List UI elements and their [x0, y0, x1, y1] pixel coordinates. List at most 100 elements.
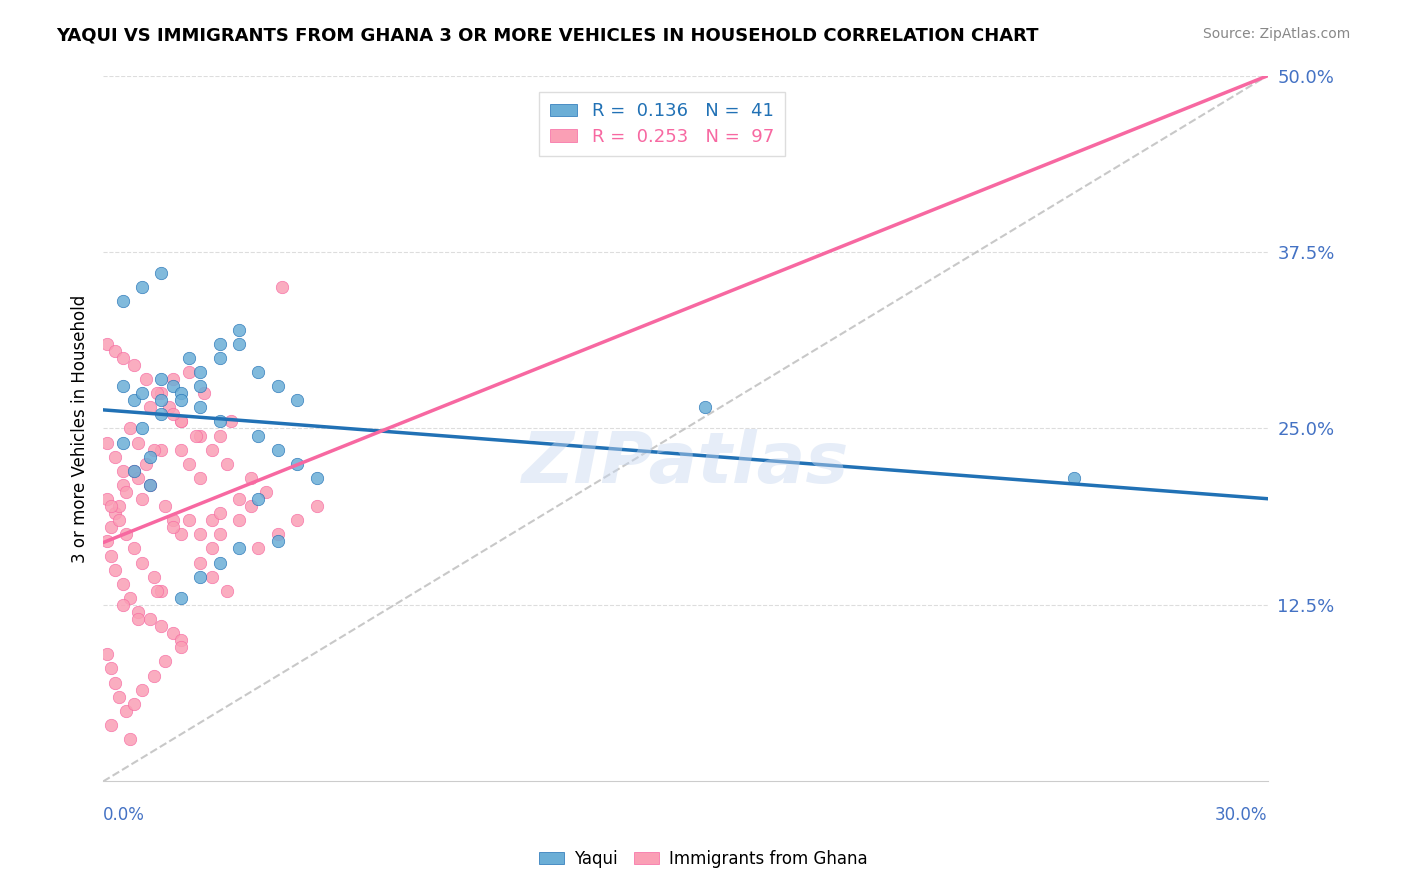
Point [170, 386, 193, 401]
Point [127, 435, 149, 450]
Point [115, 704, 138, 718]
Point [111, 598, 134, 612]
Point [104, 450, 127, 464]
Point [177, 457, 200, 471]
Text: 30.0%: 30.0% [1215, 806, 1268, 824]
Point [217, 457, 239, 471]
Point [162, 372, 184, 386]
Point [188, 556, 211, 570]
Point [285, 393, 308, 408]
Point [162, 379, 184, 393]
Point [122, 464, 145, 478]
Point [177, 351, 200, 365]
Point [107, 513, 129, 527]
Point [96, 435, 118, 450]
Point [247, 491, 270, 506]
Point [267, 442, 290, 457]
Point [267, 527, 290, 541]
Point [138, 612, 160, 626]
Point [239, 471, 262, 485]
Point [107, 690, 129, 704]
Point [100, 718, 122, 732]
Point [120, 421, 142, 435]
Point [142, 668, 165, 682]
Y-axis label: 3 or more Vehicles in Household: 3 or more Vehicles in Household [72, 294, 89, 563]
Point [120, 732, 142, 747]
Point [228, 541, 250, 556]
Point [96, 336, 118, 351]
Point [146, 583, 169, 598]
Point [247, 541, 270, 556]
Point [228, 323, 250, 337]
Point [170, 633, 193, 648]
Point [208, 351, 231, 365]
Point [150, 408, 173, 422]
Point [104, 675, 127, 690]
Point [131, 421, 153, 435]
Text: YAQUI VS IMMIGRANTS FROM GHANA 3 OR MORE VEHICLES IN HOUSEHOLD CORRELATION CHART: YAQUI VS IMMIGRANTS FROM GHANA 3 OR MORE… [56, 27, 1039, 45]
Point [188, 471, 211, 485]
Point [150, 583, 173, 598]
Point [188, 570, 211, 584]
Point [135, 457, 157, 471]
Point [122, 541, 145, 556]
Point [135, 372, 157, 386]
Point [127, 605, 149, 619]
Point [131, 386, 153, 401]
Point [111, 379, 134, 393]
Point [201, 570, 224, 584]
Point [267, 534, 290, 549]
Point [100, 520, 122, 534]
Point [115, 527, 138, 541]
Point [142, 570, 165, 584]
Point [131, 556, 153, 570]
Point [111, 576, 134, 591]
Point [188, 365, 211, 379]
Point [177, 365, 200, 379]
Point [96, 491, 118, 506]
Text: Source: ZipAtlas.com: Source: ZipAtlas.com [1202, 27, 1350, 41]
Point [188, 428, 211, 442]
Point [127, 471, 149, 485]
Point [104, 343, 127, 358]
Point [170, 393, 193, 408]
Point [138, 450, 160, 464]
Point [693, 401, 716, 415]
Point [305, 499, 328, 513]
Legend: Yaqui, Immigrants from Ghana: Yaqui, Immigrants from Ghana [531, 844, 875, 875]
Point [100, 499, 122, 513]
Point [162, 513, 184, 527]
Point [208, 414, 231, 428]
Point [155, 499, 177, 513]
Point [201, 541, 224, 556]
Point [217, 583, 239, 598]
Point [111, 351, 134, 365]
Point [150, 619, 173, 633]
Point [122, 697, 145, 711]
Point [170, 414, 193, 428]
Point [267, 379, 290, 393]
Point [219, 414, 242, 428]
Point [170, 640, 193, 655]
Point [150, 386, 173, 401]
Point [201, 442, 224, 457]
Point [138, 478, 160, 492]
Point [138, 401, 160, 415]
Point [193, 386, 215, 401]
Point [201, 513, 224, 527]
Point [138, 478, 160, 492]
Point [157, 401, 180, 415]
Point [177, 513, 200, 527]
Point [115, 485, 138, 500]
Point [162, 626, 184, 640]
Point [127, 612, 149, 626]
Point [150, 266, 173, 280]
Point [305, 471, 328, 485]
Point [270, 280, 292, 294]
Point [122, 393, 145, 408]
Point [111, 294, 134, 309]
Point [131, 280, 153, 294]
Point [162, 520, 184, 534]
Point [170, 442, 193, 457]
Point [162, 408, 184, 422]
